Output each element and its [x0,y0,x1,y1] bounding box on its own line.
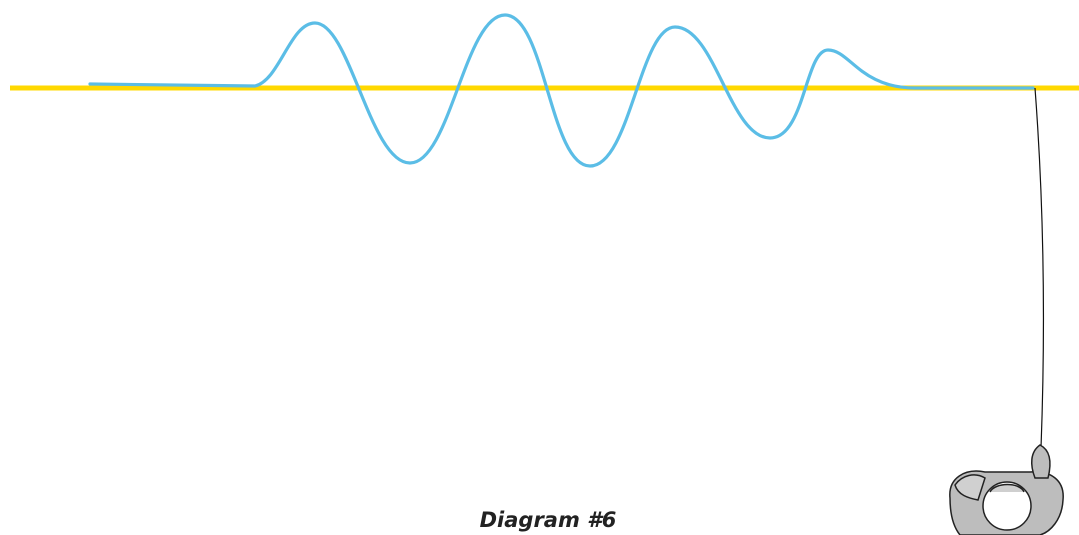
caption: Diagram #6 [479,508,617,532]
angler [949,444,1064,535]
rod [1034,87,1045,449]
fly-line [88,13,1035,168]
